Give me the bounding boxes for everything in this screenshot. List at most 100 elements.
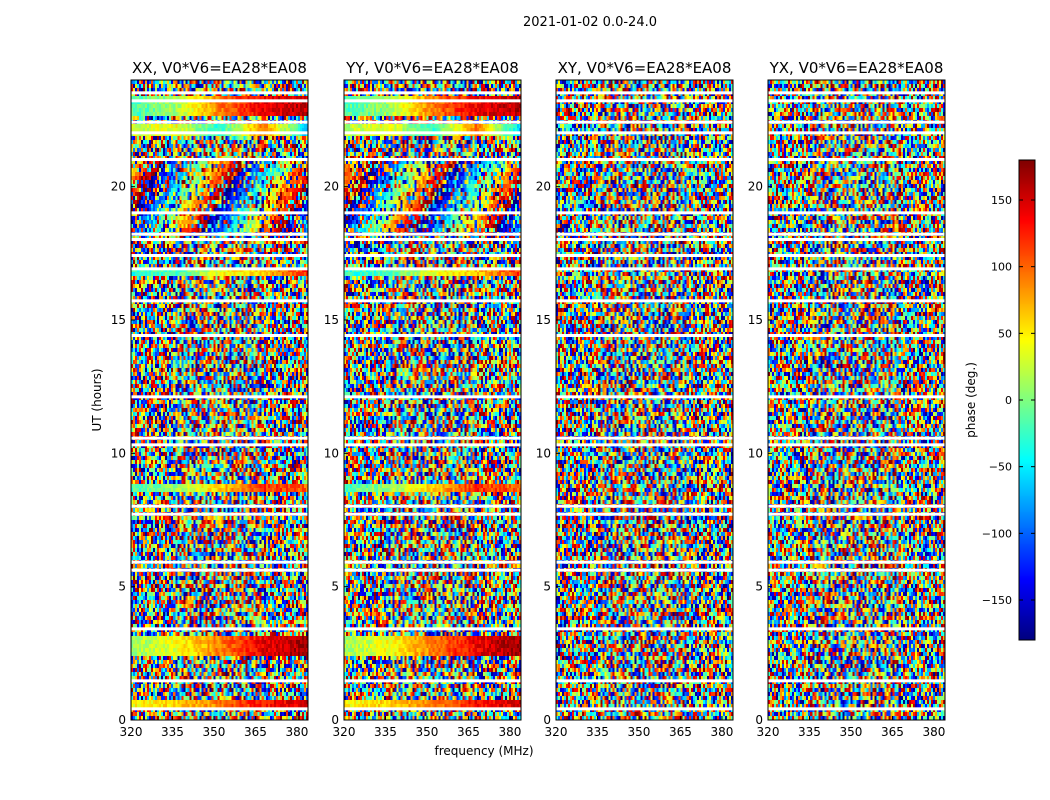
x-tick-label: 335 [374,725,397,739]
flagged-row [768,131,945,135]
flagged-row [131,395,308,399]
colorbar-canvas [1019,160,1035,640]
y-tick-label: 20 [324,180,339,194]
y-tick-label: 10 [536,446,551,460]
flagged-row [344,254,521,257]
flagged-row [556,211,733,215]
panel-title: YX, V0*V6=EA28*EA08 [769,59,944,77]
flagged-row [344,707,521,711]
flagged-row [344,267,521,271]
flagged-row [768,568,945,572]
x-axis-label: frequency (MHz) [434,744,533,758]
flagged-row [344,504,521,508]
colorbar: −150 −100 −50 0 50 100 150 [982,159,1036,641]
phase-heatmap [768,80,945,720]
flagged-row [131,627,308,631]
flagged-row [556,131,733,135]
x-tick-label: 335 [161,725,184,739]
panel-1: XX, V0*V6=EA28*EA08 320 335 350 365 380 0 5 10 15… [111,59,309,739]
panel-3: XY, V0*V6=EA28*EA08 320 335 350 365 380 0 5 10 15… [536,59,734,739]
x-tick-label: 320 [120,725,143,739]
x-tick-label: 320 [757,725,780,739]
x-tick-label: 380 [710,725,733,739]
flagged-row [131,238,308,241]
flagged-row [344,131,521,135]
phase-heatmap [344,80,521,720]
flagged-row [131,707,308,711]
y-tick-label: 5 [755,580,763,594]
colorbar-tick-label: 150 [991,194,1012,207]
flagged-row [131,158,308,161]
phase-heatmap-canvas [768,80,945,720]
x-tick-label: 350 [203,725,226,739]
flagged-row [131,299,308,303]
flagged-row [131,560,308,564]
figure-title: 2021-01-02 0.0-24.0 [523,15,657,30]
panels: XX, V0*V6=EA28*EA08 320 335 350 365 380 0 5 10 15… [111,59,946,739]
flagged-row [344,120,521,124]
y-tick-label: 20 [536,180,551,194]
flagged-row [131,211,308,215]
phase-heatmap [556,80,733,720]
panel-title: XX, V0*V6=EA28*EA08 [132,59,307,77]
flagged-row [131,254,308,257]
x-tick-label: 365 [457,725,480,739]
flagged-row [556,560,733,564]
panel-4: YX, V0*V6=EA28*EA08 320 335 350 365 380 0 5 10 15… [748,59,946,739]
x-tick-label: 380 [285,725,308,739]
flagged-row [768,443,945,447]
flagged-row [556,299,733,303]
flagged-row [344,568,521,572]
colorbar-tick-label: 0 [1005,394,1012,407]
y-tick-label: 10 [748,446,763,460]
panel-frame [767,79,946,721]
panel-frame [130,79,309,721]
flagged-row [344,512,521,516]
colorbar-tick-label: −150 [982,594,1012,607]
flagged-row [768,504,945,508]
flagged-row [344,299,521,303]
flagged-row [556,395,733,399]
flagged-row [556,443,733,447]
flagged-row [768,232,945,236]
flagged-row [768,436,945,440]
flagged-row [556,238,733,241]
phase-heatmap [131,80,308,720]
flagged-row [131,267,308,271]
flagged-row [768,158,945,161]
y-tick-label: 15 [111,313,126,327]
flagged-row [131,91,308,95]
x-tick-label: 350 [840,725,863,739]
flagged-row [344,443,521,447]
phase-heatmap-canvas [344,80,521,720]
flagged-row [556,232,733,236]
flagged-row [131,232,308,236]
flagged-row [768,334,945,337]
flagged-row [131,504,308,508]
x-tick-label: 320 [333,725,356,739]
y-tick-label: 5 [543,580,551,594]
y-tick-label: 5 [331,580,339,594]
y-axis-label: UT (hours) [90,368,104,431]
flagged-row [556,504,733,508]
flagged-row [131,334,308,337]
panel-2: YY, V0*V6=EA28*EA08 320 335 350 365 380 0 5 10 15… [324,59,522,739]
flagged-row [556,334,733,337]
flagged-row [556,120,733,124]
panel-frame [555,79,734,721]
x-tick-label: 320 [545,725,568,739]
colorbar-tick-label: 50 [998,327,1012,340]
flagged-row [768,99,945,103]
flagged-row [131,436,308,440]
x-tick-label: 350 [416,725,439,739]
x-tick-label: 350 [628,725,651,739]
flagged-row [556,436,733,440]
y-tick-label: 20 [111,180,126,194]
flagged-row [768,395,945,399]
phase-heatmap-canvas [131,80,308,720]
x-tick-label: 380 [498,725,521,739]
x-tick-label: 365 [881,725,904,739]
phase-heatmap-canvas [556,80,733,720]
flagged-row [131,131,308,135]
